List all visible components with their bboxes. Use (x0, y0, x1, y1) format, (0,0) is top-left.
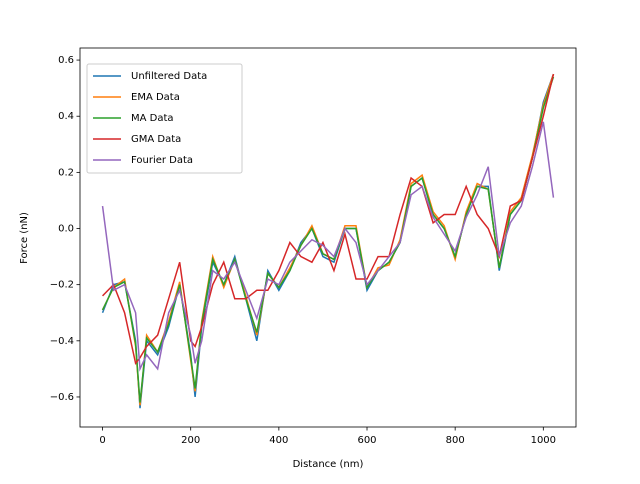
data-line (101, 121, 555, 372)
y-tick-label: 0.0 (58, 224, 74, 235)
data-line (101, 76, 555, 403)
x-axis-label: Distance (nm) (293, 459, 364, 470)
plot-frame (79, 47, 577, 428)
y-tick-label: 0.4 (58, 111, 74, 122)
legend-label: MA Data (131, 113, 174, 124)
y-tick-label: −0.6 (50, 392, 74, 403)
legend-box (86, 63, 243, 174)
legend-label: Unfiltered Data (131, 71, 207, 82)
y-tick-label: −0.4 (50, 336, 74, 347)
legend-label: GMA Data (131, 134, 181, 145)
y-tick-label: −0.2 (50, 280, 74, 291)
x-tick-label: 600 (357, 435, 376, 446)
x-tick-label: 200 (181, 435, 200, 446)
x-tick-label: 800 (446, 435, 465, 446)
x-tick-label: 400 (269, 435, 288, 446)
y-axis-label: Force (nN) (19, 212, 30, 264)
y-tick-label: 0.2 (58, 167, 74, 178)
y-tick-label: 0.6 (58, 55, 74, 66)
x-tick-label: 0 (99, 435, 105, 446)
data-line (102, 73, 555, 365)
x-tick-label: 1000 (531, 435, 556, 446)
legend-label: Fourier Data (131, 155, 193, 166)
legend-label: EMA Data (131, 92, 180, 103)
